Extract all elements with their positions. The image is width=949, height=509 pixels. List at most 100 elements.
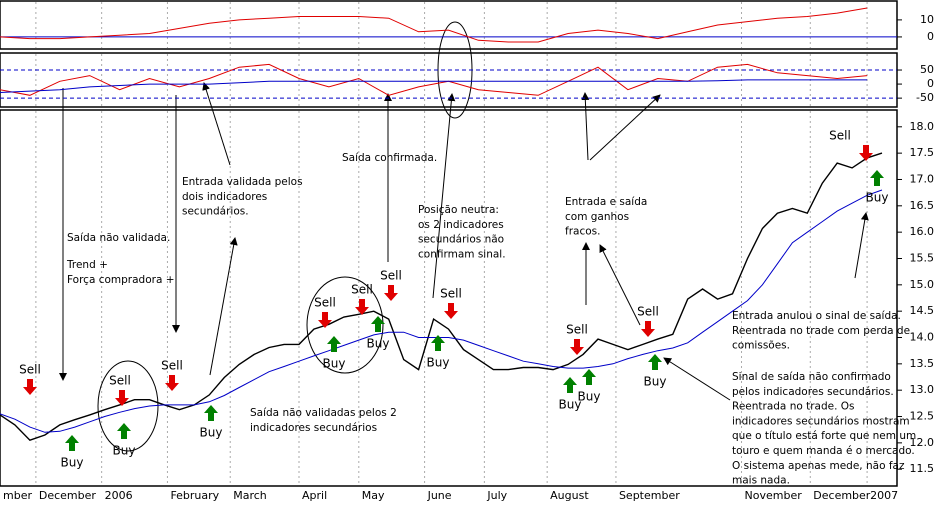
sell-arrow	[165, 375, 179, 391]
signal-label: Sell	[829, 129, 851, 143]
annotation: Reentrada no trade. Os	[732, 401, 855, 413]
x-tick-label: May	[362, 489, 385, 502]
y-tick-label: 12.0	[910, 436, 935, 449]
y-tick-label: 17.0	[910, 172, 935, 185]
annotation: confirmam sinal.	[418, 248, 506, 260]
annotation: indicadores secundários	[250, 422, 377, 434]
x-tick-label: December	[39, 489, 97, 502]
x-tick-label: March	[233, 489, 267, 502]
sell-arrow	[444, 303, 458, 319]
arrow	[432, 93, 456, 299]
buy-arrow	[65, 435, 79, 451]
buy-arrow	[204, 405, 218, 421]
x-tick-label: November	[745, 489, 803, 502]
panel-frame	[0, 52, 898, 108]
annotation: Entrada e saída	[565, 196, 647, 208]
y-tick-label: 50	[920, 63, 934, 76]
buy-arrow	[431, 335, 445, 351]
y-tick-label: 18.0	[910, 120, 935, 133]
signal-label: Buy	[866, 191, 889, 205]
signal-label: Sell	[314, 296, 336, 310]
y-tick-label: 10	[920, 13, 934, 26]
sell-arrow	[318, 312, 332, 328]
signal-label: Buy	[323, 357, 346, 371]
annotation-arrows	[59, 21, 869, 452]
sell-arrow	[355, 299, 369, 315]
signal-label: Sell	[19, 363, 41, 377]
annotation: Saída confirmada.	[342, 152, 437, 164]
series-line	[0, 152, 883, 442]
panel-frame	[0, 0, 898, 50]
arrow	[581, 92, 590, 161]
buy-arrow	[563, 377, 577, 393]
x-tick-label: 2007	[870, 489, 898, 502]
annotation: touro e quem manda é o mercado.	[732, 445, 915, 457]
buy-arrow	[117, 423, 131, 439]
signal-label: Buy	[578, 390, 601, 404]
signal-label: Sell	[637, 305, 659, 319]
y-tick-label: 11.5	[910, 462, 935, 475]
annotation: Saída não validadas pelos 2	[250, 407, 397, 419]
y-tick-label: -50	[916, 91, 934, 104]
signal-label: Buy	[367, 337, 390, 351]
sell-arrow	[115, 390, 129, 406]
buy-arrow	[582, 369, 596, 385]
y-tick-label: 14.0	[910, 331, 935, 344]
x-tick-label: April	[302, 489, 327, 502]
x-tick-label: mber	[3, 489, 32, 502]
buy-arrow	[648, 354, 662, 370]
annotation: Sinal de saída não confirmado	[732, 371, 891, 383]
signal-label: Sell	[380, 269, 402, 283]
y-tick-label: 16.5	[910, 199, 935, 212]
y-tick-label: 13.5	[910, 357, 935, 370]
y-tick-label: 15.0	[910, 278, 935, 291]
annotation: os 2 indicadores	[418, 219, 504, 231]
annotation: comissões.	[732, 340, 790, 352]
series-line	[0, 79, 868, 93]
signal-label: Sell	[161, 359, 183, 373]
y-tick-label: 12.5	[910, 410, 935, 423]
y-tick-label: 0	[927, 77, 934, 90]
ellipse	[97, 360, 159, 452]
annotation: Posição neutra:	[418, 204, 499, 216]
sell-arrow	[23, 379, 37, 395]
annotation: secundários.	[182, 206, 249, 218]
annotation: que o título está forte que nem um	[732, 430, 916, 442]
signal-label: Sell	[566, 323, 588, 337]
annotation: Entrada anulou o sinal de saída.	[732, 310, 901, 322]
annotation: secundários não	[418, 234, 504, 246]
signal-label: Sell	[440, 287, 462, 301]
buy-arrow	[870, 170, 884, 186]
series-line	[0, 189, 883, 433]
signal-label: Buy	[200, 426, 223, 440]
buy-arrow	[371, 316, 385, 332]
y-tick-label: 13.0	[910, 383, 935, 396]
annotation: mais nada.	[732, 475, 790, 487]
signal-label: Buy	[113, 444, 136, 458]
annotation: pelos indicadores secundários.	[732, 386, 894, 398]
sell-arrow	[384, 285, 398, 301]
sell-arrow	[641, 321, 655, 337]
sell-arrow	[570, 339, 584, 355]
arrow	[599, 244, 641, 326]
series-line	[0, 7, 868, 43]
y-tick-label: 0	[927, 30, 934, 43]
x-tick-label: February	[170, 489, 219, 502]
y-tick-label: 14.5	[910, 304, 935, 317]
ellipse	[306, 276, 384, 374]
x-tick-label: August	[550, 489, 589, 502]
annotation: O sistema apenas mede, não faz	[732, 460, 905, 472]
signal-label: Sell	[109, 374, 131, 388]
arrow	[202, 82, 231, 166]
x-tick-label: December	[813, 489, 871, 502]
x-tick-label: September	[619, 489, 680, 502]
y-tick-label: 15.5	[910, 251, 935, 264]
arrow	[854, 212, 869, 279]
arrow	[663, 357, 731, 401]
annotation: dois indicadores	[182, 191, 267, 203]
arrow	[209, 237, 238, 376]
signal-label: Buy	[559, 398, 582, 412]
x-tick-label: 2006	[105, 489, 133, 502]
annotation: indicadores secundários mostram	[732, 415, 910, 427]
